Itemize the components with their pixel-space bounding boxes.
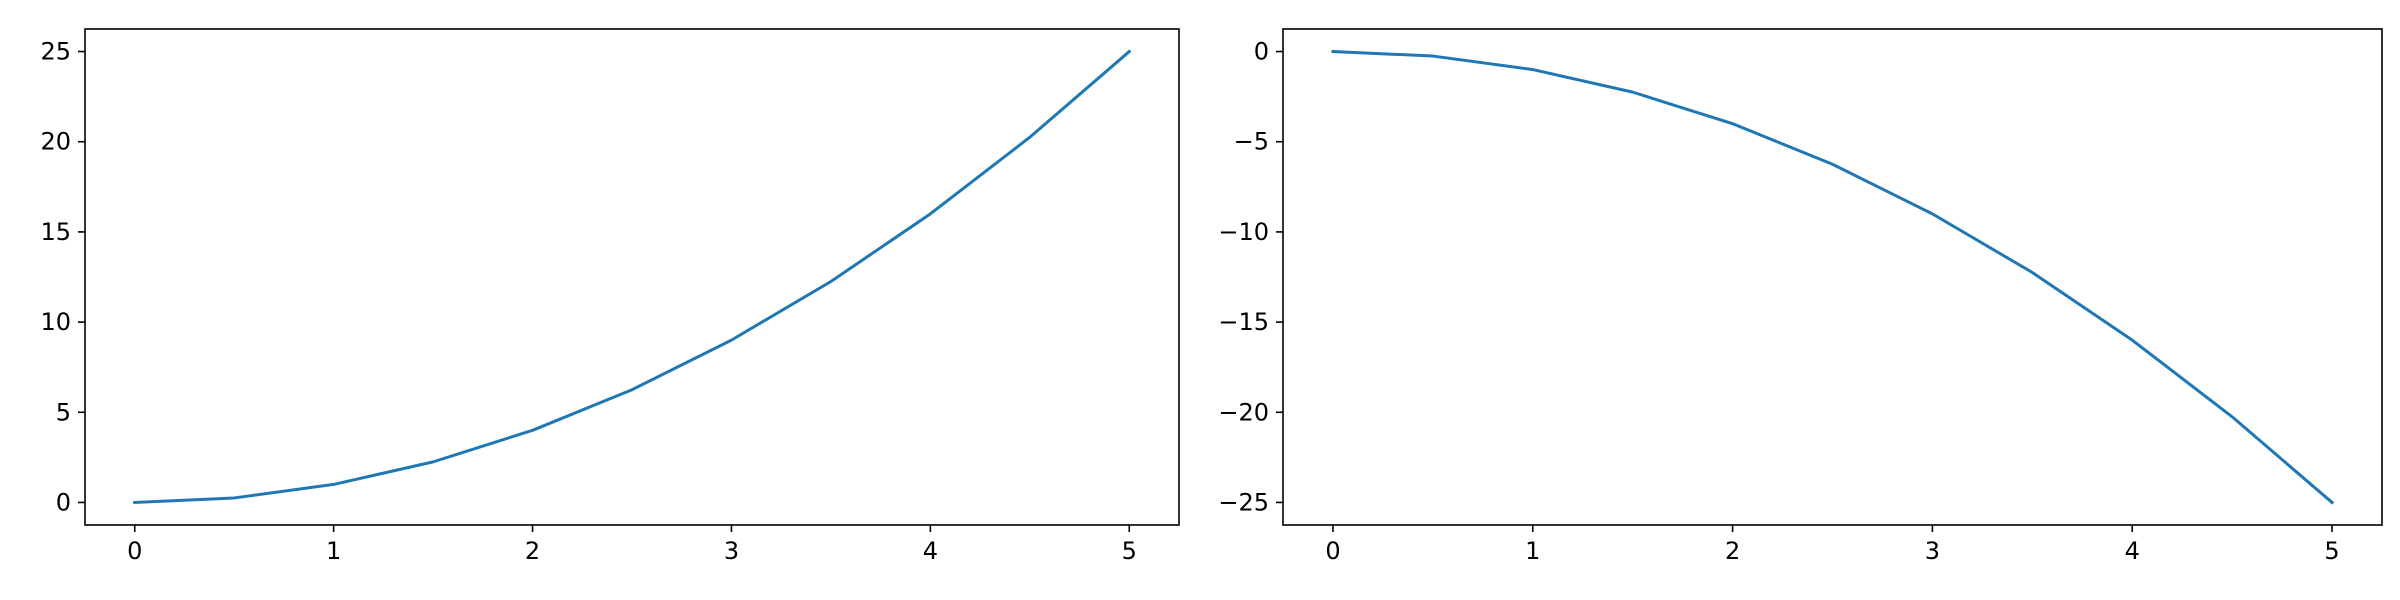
left-x-tick-label: 5 [1122,537,1137,565]
right-y-tick-label: −10 [1218,218,1269,246]
left-y-tick-label: 25 [40,38,71,66]
left-y-tick-label: 20 [40,128,71,156]
left-series-line [133,49,1132,505]
right-x-tick-label: 2 [1725,537,1740,565]
left-axes-frame [84,28,1180,526]
right-x-tick-label: 5 [2324,537,2339,565]
left-x-tick-label: 0 [127,537,142,565]
left-x-tick-label: 2 [525,537,540,565]
left-x-tick-label: 3 [724,537,739,565]
left-y-tick-label: 0 [56,488,71,516]
right-x-tick-label: 3 [1925,537,1940,565]
left-x-tick-label: 1 [326,537,341,565]
right-y-tick-label: −25 [1218,488,1269,516]
left-y-tick-label: 15 [40,218,71,246]
right-y-tick-label: 0 [1254,38,1269,66]
right-y-tick-label: −5 [1234,128,1269,156]
left-x-tick-label: 4 [923,537,938,565]
left-y-tick-label: 5 [56,398,71,426]
left-y-tick-label: 10 [40,308,71,336]
right-x-tick-label: 0 [1325,537,1340,565]
right-x-tick-label: 4 [2125,537,2140,565]
right-y-tick-label: −15 [1218,308,1269,336]
right-plot-area [1283,29,2382,525]
right-y-tick-label: −20 [1218,398,1269,426]
left-subplot: 0 1 2 3 4 5 0 5 10 15 20 25 [40,28,1180,565]
right-subplot: 0 1 2 3 4 5 0 −5 −10 −15 −20 −25 [1218,28,2383,565]
left-plot-area [85,29,1179,525]
right-x-tick-label: 1 [1525,537,1540,565]
right-axes-frame [1282,28,2383,526]
right-series-line [1331,49,2335,505]
